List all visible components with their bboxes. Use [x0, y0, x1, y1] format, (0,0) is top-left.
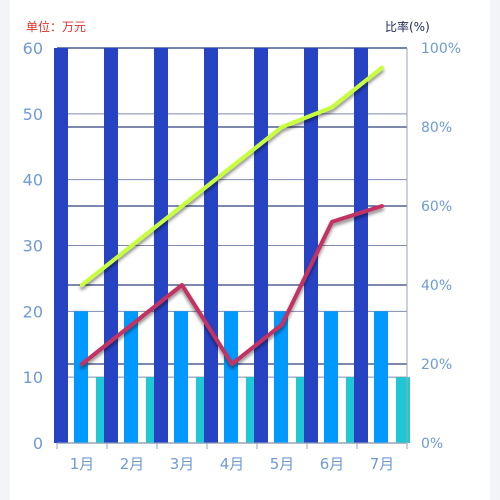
line-series-1 — [80, 204, 384, 366]
x-tick-label: 3月 — [170, 455, 195, 473]
bar-s1-2 — [174, 311, 188, 443]
x-tick-label: 7月 — [370, 455, 395, 473]
x-tick-label: 1月 — [70, 455, 95, 473]
y-left-tick-label: 10 — [23, 368, 43, 387]
y-right-tick-label: 80% — [421, 120, 452, 136]
y-left-tick-label: 50 — [23, 105, 43, 124]
bar-s0-3 — [204, 48, 218, 443]
bar-s2-6 — [396, 377, 410, 443]
bar-s1-6 — [374, 311, 388, 443]
bar-s0-1 — [104, 48, 118, 443]
y-right-tick-label: 40% — [421, 278, 452, 294]
y-right-tick-label: 0% — [421, 436, 443, 452]
bar-s1-4 — [274, 311, 288, 443]
bar-s0-4 — [254, 48, 268, 443]
axes: 0 10 20 30 40 50 60 0% 20% 40% 60% 80% 100% 1月 2月 3月 4月 5… — [23, 39, 461, 473]
bar-s0-2 — [154, 48, 168, 443]
y-left-tick-label: 20 — [23, 302, 43, 321]
left-unit-label: 单位：万元 — [26, 20, 87, 34]
bar-s1-5 — [324, 311, 338, 443]
y-left-tick-label: 60 — [23, 39, 43, 58]
x-tick-label: 4月 — [220, 455, 245, 473]
right-unit-label: 比率(%) — [385, 20, 430, 34]
bar-s0-6 — [354, 48, 368, 443]
bar-s0-5 — [304, 48, 318, 443]
lines — [80, 65, 384, 366]
bar-s0-0 — [54, 48, 68, 443]
bar-s1-1 — [124, 311, 138, 443]
y-right-tick-label: 100% — [421, 41, 461, 57]
y-right-tick-label: 60% — [421, 199, 452, 215]
x-tick-label: 2月 — [120, 455, 145, 473]
x-tick-label: 6月 — [320, 455, 345, 473]
line-series-0 — [80, 65, 384, 287]
bar-s1-3 — [224, 311, 238, 443]
bar-s1-0 — [74, 311, 88, 443]
x-tick-label: 5月 — [270, 455, 295, 473]
y-right-tick-label: 20% — [421, 357, 452, 373]
y-left-tick-label: 0 — [33, 434, 43, 453]
y-left-tick-label: 30 — [23, 237, 43, 256]
bars — [54, 48, 410, 443]
y-left-tick-label: 40 — [23, 171, 43, 190]
